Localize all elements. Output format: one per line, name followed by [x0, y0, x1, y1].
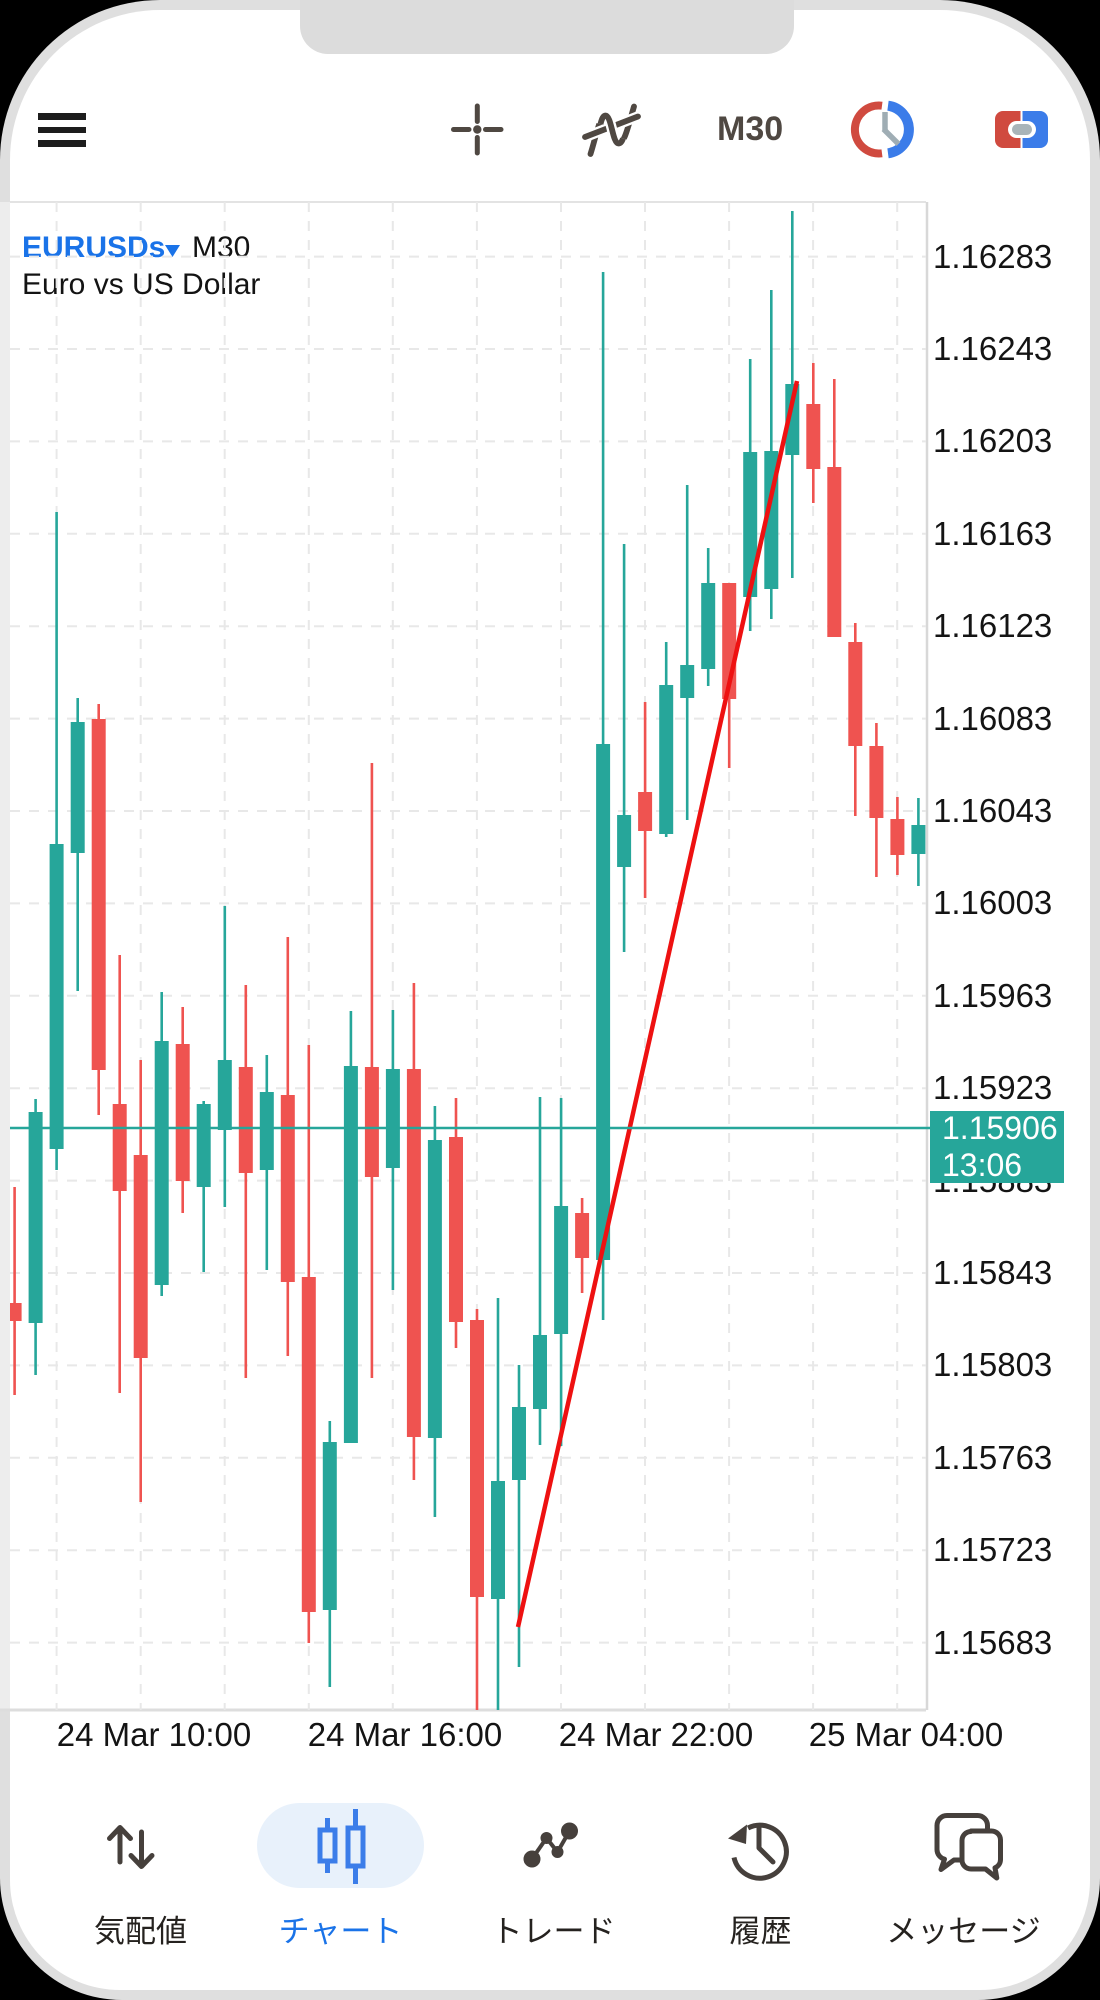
svg-text:13:06: 13:06: [942, 1147, 1022, 1183]
svg-text:1.15906: 1.15906: [942, 1110, 1058, 1146]
